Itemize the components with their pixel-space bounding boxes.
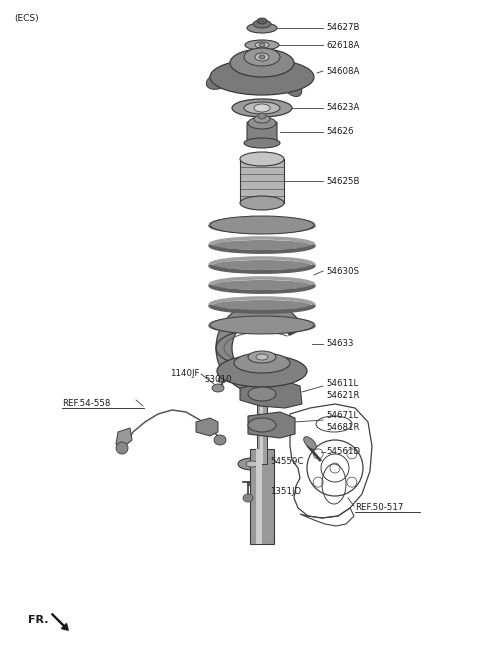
Ellipse shape bbox=[268, 54, 286, 81]
Text: 54625B: 54625B bbox=[326, 176, 360, 186]
Polygon shape bbox=[116, 428, 132, 448]
Bar bbox=[257, 368, 267, 464]
Bar bbox=[240, 159, 284, 203]
Text: 54623A: 54623A bbox=[326, 104, 360, 112]
Ellipse shape bbox=[218, 377, 226, 383]
Text: 54681R: 54681R bbox=[326, 424, 360, 432]
Ellipse shape bbox=[213, 320, 311, 330]
Ellipse shape bbox=[248, 418, 276, 432]
Ellipse shape bbox=[248, 387, 276, 401]
Text: REF.54-558: REF.54-558 bbox=[62, 400, 110, 409]
Ellipse shape bbox=[248, 351, 276, 363]
FancyBboxPatch shape bbox=[247, 122, 277, 144]
Ellipse shape bbox=[213, 260, 311, 270]
Ellipse shape bbox=[213, 300, 311, 310]
Ellipse shape bbox=[214, 435, 226, 445]
Polygon shape bbox=[248, 412, 295, 438]
Ellipse shape bbox=[217, 355, 307, 387]
Ellipse shape bbox=[240, 152, 284, 166]
Ellipse shape bbox=[253, 20, 271, 28]
Bar bbox=[250, 449, 274, 544]
FancyArrow shape bbox=[52, 613, 68, 630]
Text: 54561D: 54561D bbox=[326, 447, 360, 457]
Ellipse shape bbox=[259, 55, 265, 59]
Text: REF.50-517: REF.50-517 bbox=[355, 504, 403, 512]
Bar bbox=[256, 449, 262, 544]
Ellipse shape bbox=[247, 23, 277, 33]
Ellipse shape bbox=[230, 49, 294, 77]
Ellipse shape bbox=[234, 353, 290, 373]
Text: 54630S: 54630S bbox=[326, 266, 359, 276]
Ellipse shape bbox=[213, 280, 311, 290]
Ellipse shape bbox=[249, 480, 263, 488]
Bar bbox=[260, 368, 263, 464]
Ellipse shape bbox=[244, 138, 280, 148]
Ellipse shape bbox=[210, 59, 314, 95]
Ellipse shape bbox=[206, 72, 233, 89]
Polygon shape bbox=[196, 418, 218, 436]
Text: 54611L: 54611L bbox=[326, 380, 358, 388]
Ellipse shape bbox=[255, 53, 269, 61]
Text: 54627B: 54627B bbox=[326, 24, 360, 33]
Ellipse shape bbox=[212, 384, 224, 392]
Text: FR.: FR. bbox=[28, 615, 48, 625]
Ellipse shape bbox=[256, 354, 268, 360]
Ellipse shape bbox=[238, 458, 266, 470]
Ellipse shape bbox=[210, 316, 314, 334]
Ellipse shape bbox=[240, 196, 284, 210]
Ellipse shape bbox=[259, 43, 265, 47]
Text: 1140JF: 1140JF bbox=[170, 369, 200, 379]
Text: 54559C: 54559C bbox=[270, 457, 303, 466]
Text: 54671L: 54671L bbox=[326, 411, 358, 420]
Ellipse shape bbox=[246, 461, 258, 467]
Ellipse shape bbox=[116, 442, 128, 454]
Ellipse shape bbox=[254, 104, 270, 112]
Ellipse shape bbox=[304, 437, 316, 449]
Ellipse shape bbox=[255, 42, 269, 48]
Ellipse shape bbox=[254, 115, 270, 123]
Ellipse shape bbox=[213, 220, 311, 230]
Ellipse shape bbox=[258, 113, 266, 119]
Ellipse shape bbox=[257, 18, 267, 24]
Ellipse shape bbox=[232, 99, 292, 117]
Ellipse shape bbox=[244, 102, 280, 114]
Ellipse shape bbox=[213, 240, 311, 250]
Text: (ECS): (ECS) bbox=[14, 14, 38, 22]
Ellipse shape bbox=[243, 494, 253, 502]
Ellipse shape bbox=[280, 73, 302, 96]
Text: 53010: 53010 bbox=[204, 375, 232, 384]
Text: 1351JD: 1351JD bbox=[270, 487, 301, 497]
Polygon shape bbox=[240, 381, 302, 408]
Ellipse shape bbox=[244, 48, 280, 66]
Ellipse shape bbox=[248, 117, 276, 129]
Text: 54633: 54633 bbox=[326, 340, 353, 348]
Text: 54608A: 54608A bbox=[326, 66, 360, 75]
Ellipse shape bbox=[210, 216, 314, 234]
Ellipse shape bbox=[245, 40, 279, 50]
Text: 62618A: 62618A bbox=[326, 41, 360, 49]
Text: 54626: 54626 bbox=[326, 127, 353, 136]
Wedge shape bbox=[216, 302, 304, 394]
Text: 54621R: 54621R bbox=[326, 392, 360, 401]
